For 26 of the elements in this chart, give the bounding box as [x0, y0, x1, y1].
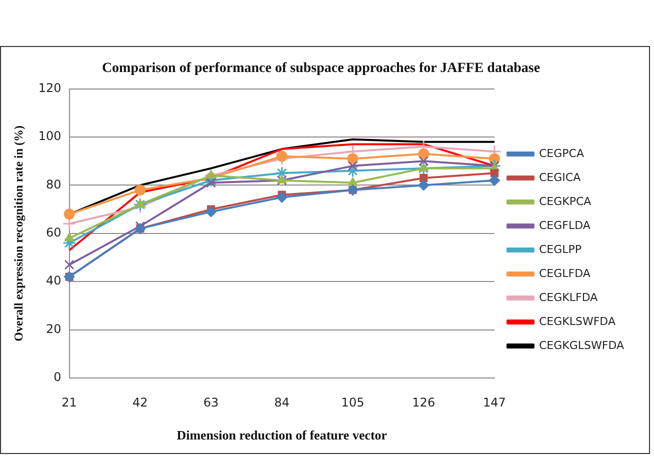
- legend-label: CEGKLSWFDA: [538, 314, 616, 328]
- x-tick-label: 147: [483, 395, 506, 410]
- legend-label: CEGKGLSWFDA: [538, 338, 624, 352]
- legend-label: CEGLPP: [538, 242, 582, 256]
- y-tick-label: 100: [38, 129, 62, 144]
- y-tick-label: 120: [38, 80, 62, 95]
- chart-title: Comparison of performance of subspace approaches for JAFFE database: [102, 61, 540, 76]
- legend-label: CEGPCA: [538, 146, 584, 160]
- legend-label: CEGKLFDA: [538, 290, 598, 304]
- y-tick-label: 80: [46, 177, 62, 192]
- x-tick-label: 126: [412, 395, 436, 410]
- y-tick-label: 20: [46, 322, 62, 336]
- y-tick-label: 40: [46, 274, 62, 288]
- x-tick-label: 84: [274, 395, 290, 410]
- y-tick-label: 0: [54, 370, 62, 384]
- x-tick-label: 63: [203, 395, 219, 410]
- x-axis-title: Dimension reduction of feature vector: [176, 428, 388, 443]
- y-axis-title: Overall expression recognition rate in (%): [11, 125, 26, 342]
- x-tick-label: 21: [62, 395, 77, 410]
- x-tick-label: 105: [341, 395, 364, 410]
- legend-label: CEGFLDA: [538, 218, 591, 232]
- legend-label: CEGLFDA: [538, 266, 591, 280]
- y-tick-label: 60: [46, 226, 62, 240]
- legend-label: CEGICA: [538, 170, 582, 184]
- legend-label: CEGKPCA: [538, 194, 592, 208]
- x-tick-label: 42: [132, 395, 148, 410]
